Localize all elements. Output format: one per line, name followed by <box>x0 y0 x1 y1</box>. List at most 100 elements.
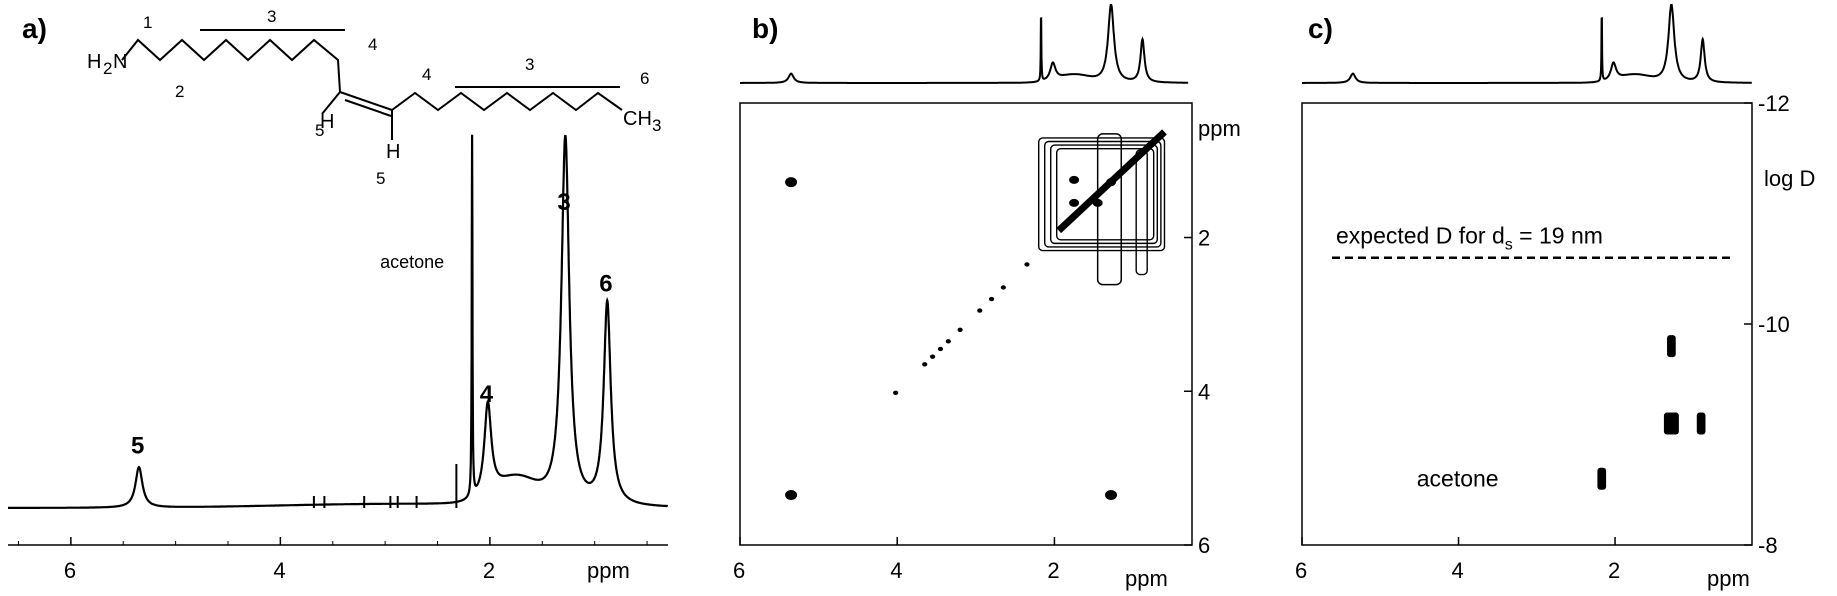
position-4-lower: 4 <box>422 65 431 84</box>
position-3-left: 3 <box>267 7 276 26</box>
atom-h2-subscript: 2 <box>103 59 112 78</box>
cross-peaks-b <box>785 177 1118 501</box>
position-6: 6 <box>640 69 649 88</box>
peak-label: 5 <box>131 433 144 460</box>
dosy-point <box>1667 335 1676 358</box>
x-ticks-a: 6 4 2 <box>17 537 648 583</box>
cluster-peak <box>1069 175 1080 184</box>
position-1: 1 <box>143 13 152 32</box>
diagonal-peak <box>957 327 963 332</box>
double-bond-main <box>339 91 393 111</box>
panel-c: c) expected D for ds = 19 nm acetone 6 4 2… <box>1295 4 1815 591</box>
y-axis-label-b: ppm <box>1198 116 1241 141</box>
x-tick-label: 6 <box>1295 558 1307 583</box>
cross-peak <box>785 490 798 501</box>
cluster-peak <box>1106 178 1117 187</box>
peak-label: 3 <box>557 189 570 216</box>
position-2: 2 <box>175 82 184 101</box>
position-4-upper: 4 <box>368 35 377 54</box>
diagonal-peak <box>937 346 944 352</box>
contour-level <box>1038 137 1166 252</box>
reference-line-label: expected D for ds = 19 nm <box>1336 223 1603 254</box>
cross-peak <box>785 177 798 188</box>
projection-spectrum-b <box>740 4 1189 84</box>
cluster-region-b <box>1038 129 1167 286</box>
dosy-point-label: acetone <box>1417 466 1499 492</box>
y-tick-label: 6 <box>1198 533 1210 558</box>
y-ticks-c: -12 -10 -8 <box>1744 91 1790 558</box>
y-ticks-b: 2 4 6 <box>1184 226 1210 558</box>
minor-peaks <box>312 464 458 508</box>
dosy-point <box>1597 467 1607 490</box>
cluster-peak <box>1092 198 1103 207</box>
contour-level <box>1044 140 1162 248</box>
x-tick-label: 4 <box>273 558 285 583</box>
atom-ch3-subscript: 3 <box>652 116 661 135</box>
atom-h-right: H <box>386 141 400 163</box>
x-tick-label: 4 <box>890 558 902 583</box>
projection-spectrum-c <box>1302 4 1752 84</box>
reference-label-subscript: s <box>1505 237 1513 254</box>
atom-h2: H <box>87 51 101 73</box>
bond-h-left <box>321 91 341 115</box>
x-tick-label: 6 <box>733 558 745 583</box>
cross-peak <box>1105 490 1118 501</box>
x-axis-label-b: ppm <box>1125 566 1168 591</box>
y-tick-label: 2 <box>1198 226 1210 251</box>
position-5-left: 5 <box>315 121 324 140</box>
panel-a-label: a) <box>22 13 47 44</box>
contour-column <box>1096 133 1123 286</box>
x-ticks-b: 6 4 2 <box>733 537 1060 583</box>
atom-ch3: CH <box>623 108 652 130</box>
cluster-peak <box>1069 198 1080 207</box>
x-tick-label: 2 <box>1608 558 1620 583</box>
reference-label-suffix: = 19 nm <box>1513 223 1603 249</box>
peak-label: acetone <box>380 252 444 272</box>
diagonal-peak <box>1024 262 1030 267</box>
x-tick-label: 4 <box>1452 558 1464 583</box>
diagonal-peak <box>922 362 928 367</box>
reference-label-prefix: expected D for d <box>1336 223 1505 249</box>
dosy-point <box>1663 412 1679 435</box>
panel-c-label: c) <box>1308 13 1333 44</box>
plot-frame-c <box>1301 102 1753 546</box>
diagonal-peak <box>929 354 936 359</box>
molecule-structure <box>121 29 623 140</box>
peak-label: 4 <box>480 381 494 408</box>
x-tick-label: 2 <box>483 558 495 583</box>
contour-column <box>1135 149 1148 276</box>
x-tick-label: 6 <box>64 558 76 583</box>
molecule-labels: H 2 N H H CH 3 1 2 3 4 4 3 6 5 5 <box>87 7 661 188</box>
diagonal-peak <box>988 296 995 302</box>
y-tick-label: -8 <box>1758 533 1778 558</box>
panel-b: b) 6 4 2 2 4 6 ppm ppm <box>733 4 1241 591</box>
position-3-right: 3 <box>525 55 534 74</box>
dosy-points: acetone <box>1417 335 1706 492</box>
diagonal-peak <box>977 308 983 313</box>
peak-label: 6 <box>599 271 612 298</box>
x-axis-label-c: ppm <box>1707 566 1750 591</box>
diagonal-peak <box>945 339 951 344</box>
panel-b-label: b) <box>752 13 778 44</box>
chain-left <box>121 38 341 93</box>
x-axis-label-a: ppm <box>587 558 630 583</box>
x-tick-label: 2 <box>1047 558 1059 583</box>
atom-n: N <box>113 51 127 73</box>
diagonal-peak <box>893 390 899 395</box>
panel-a: a) H 2 N H H CH 3 1 2 3 4 4 3 6 <box>8 7 669 583</box>
y-tick-label: 4 <box>1198 379 1210 404</box>
y-tick-label: -10 <box>1758 312 1790 337</box>
atom-h-left: H <box>320 111 334 133</box>
dosy-point <box>1696 412 1706 435</box>
plot-frame-b <box>739 102 1193 546</box>
chain-right <box>391 91 623 112</box>
contour-level <box>1056 148 1155 241</box>
y-tick-label: -12 <box>1758 91 1790 116</box>
peak-labels: 5 4 3 6 acetone <box>131 189 613 460</box>
position-5-right: 5 <box>376 169 385 188</box>
contour-level <box>1050 144 1158 245</box>
diagonal-peak <box>1000 285 1006 290</box>
spectrum-1d-a <box>8 134 669 509</box>
x-ticks-c: 6 4 2 <box>1295 537 1620 583</box>
